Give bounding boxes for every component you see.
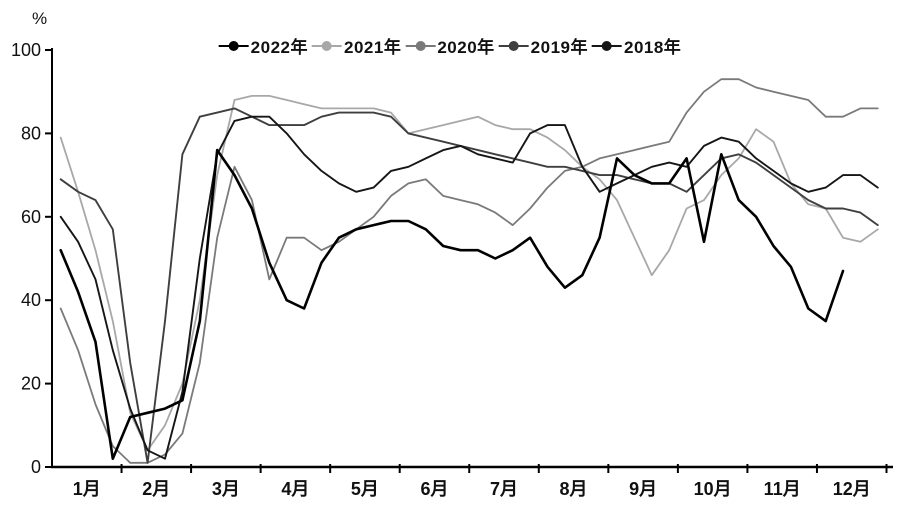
- y-tick-label: 0: [31, 457, 41, 477]
- x-tick-label: 10月: [694, 479, 732, 499]
- x-tick-label: 6月: [420, 479, 448, 499]
- legend-item-2019年: 2019年: [498, 33, 588, 58]
- x-tick-label: 5月: [351, 479, 379, 499]
- series-line-2021年: [59, 95, 879, 452]
- legend-line-dot-icon: [498, 40, 529, 51]
- series-line-2022年: [59, 148, 845, 461]
- legend-line-dot-icon: [312, 40, 343, 51]
- y-tick-label: 100: [11, 40, 41, 60]
- x-tick-label: 8月: [560, 479, 588, 499]
- x-tick-label: 4月: [281, 479, 309, 499]
- legend-label: 2020年: [437, 38, 495, 57]
- y-tick-label: 20: [21, 374, 41, 394]
- x-tick-label: 11月: [764, 479, 801, 499]
- legend-line-dot-icon: [405, 40, 436, 51]
- x-tick-label: 1月: [73, 479, 101, 499]
- y-axis-unit-label: %: [32, 9, 47, 28]
- x-tick-label: 12月: [833, 479, 871, 499]
- series-line-2018年: [59, 115, 879, 460]
- legend-line-dot-icon: [591, 40, 622, 51]
- series-line-2020年: [59, 78, 879, 464]
- legend-label: 2022年: [250, 38, 309, 57]
- legend-label: 2018年: [623, 38, 682, 57]
- legend-label: 2019年: [530, 38, 588, 57]
- legend-item-2020年: 2020年: [405, 33, 494, 58]
- legend-item-2018年: 2018年: [591, 33, 682, 58]
- y-tick-label: 40: [21, 290, 41, 310]
- x-tick-label: 2月: [142, 479, 170, 499]
- y-tick-label: 60: [21, 207, 41, 227]
- x-tick-label: 9月: [629, 479, 657, 499]
- legend-line-dot-icon: [218, 40, 249, 51]
- x-tick-label: 3月: [212, 479, 240, 499]
- x-tick-label: 7月: [490, 479, 518, 499]
- chart-legend: 2022年 2021年 2020年 2019年 2018年: [218, 33, 682, 58]
- series-line-2019年: [59, 107, 879, 464]
- legend-label: 2021年: [344, 38, 402, 57]
- y-tick-label: 80: [21, 123, 41, 143]
- legend-item-2021年: 2021年: [312, 33, 401, 58]
- legend-item-2022年: 2022年: [218, 33, 309, 58]
